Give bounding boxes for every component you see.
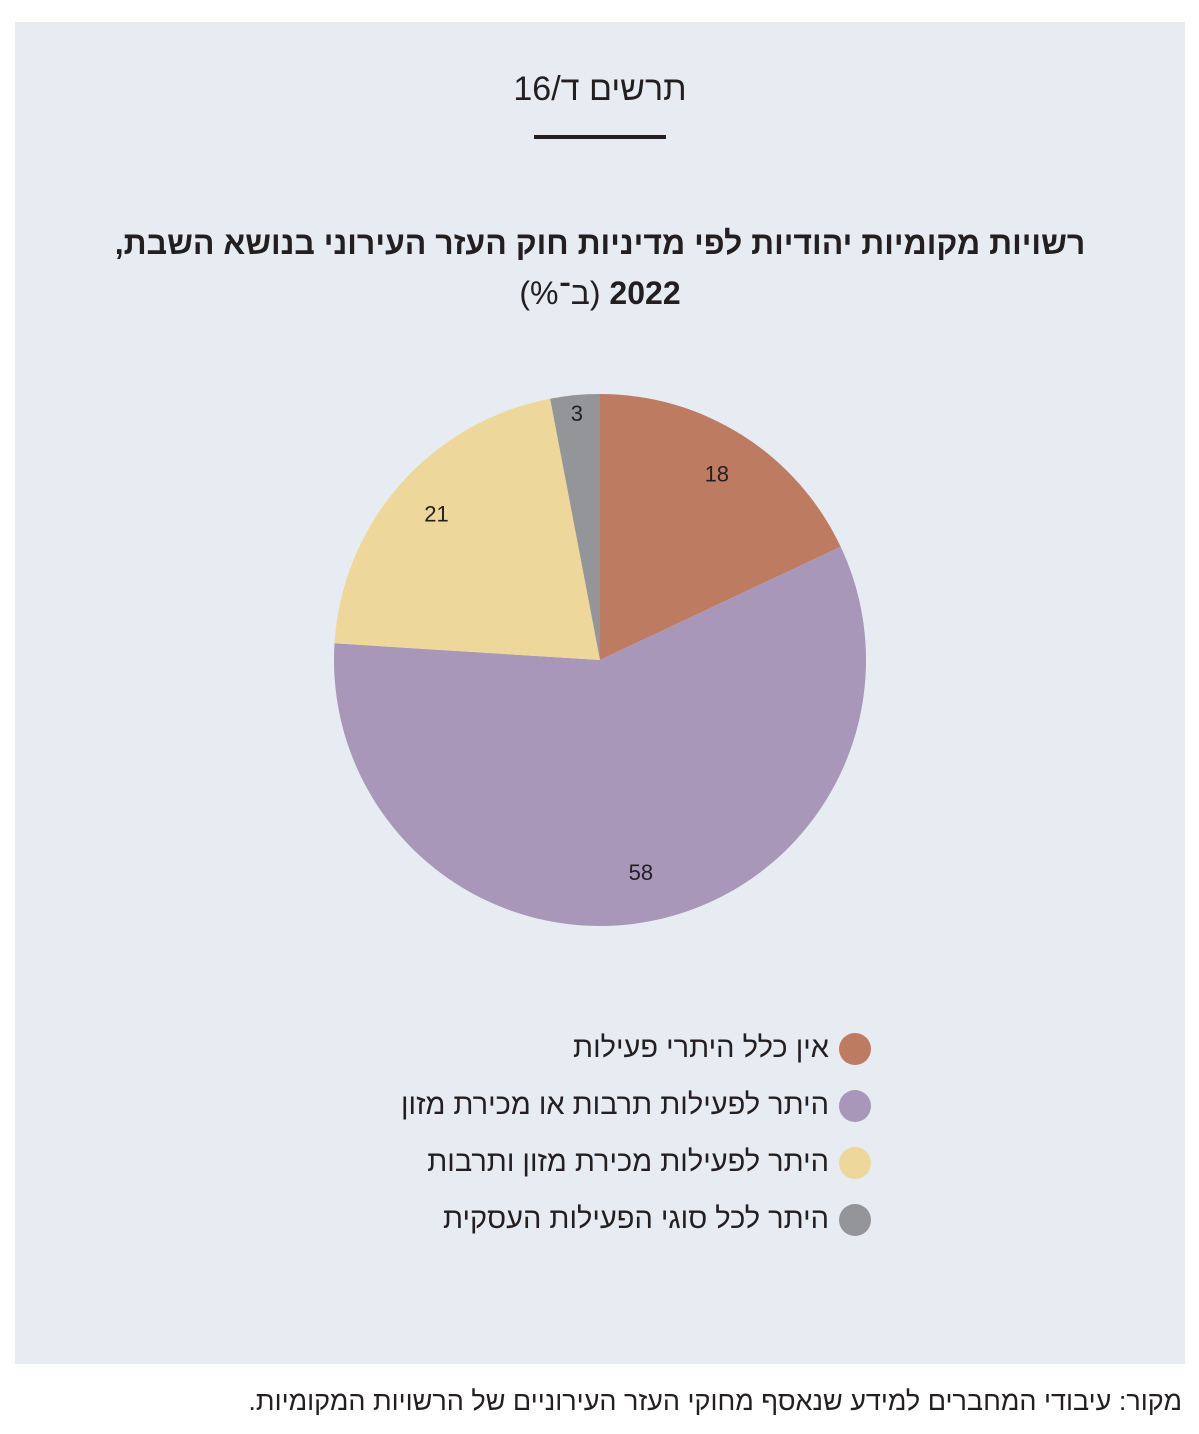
legend-swatch-0 [839, 1032, 871, 1065]
pie-slice-label-1: 58 [629, 860, 653, 885]
figure-label-divider [534, 135, 666, 139]
legend-label-3: היתר לכל סוגי הפעילות העסקית [442, 1203, 829, 1235]
pie-chart: 18 58 21 3 [333, 394, 867, 926]
pie-slice-label-0: 18 [705, 462, 729, 487]
chart-title-unit: (ב־%) [519, 275, 601, 311]
legend-label-2: היתר לפעילות מכירת מזון ותרבות [427, 1146, 829, 1178]
legend-swatch-3 [839, 1203, 871, 1236]
legend-swatch-2 [839, 1146, 871, 1179]
legend-item-3: היתר לכל סוגי הפעילות העסקית [401, 1191, 871, 1248]
legend-item-1: היתר לפעילות תרבות או מכירת מזון [401, 1077, 871, 1134]
chart-title-text: רשויות מקומיות יהודיות לפי מדיניות חוק ה… [114, 225, 1086, 311]
legend-item-0: אין כלל היתרי פעילות [401, 1020, 871, 1077]
figure-label: תרשים ד/16 [513, 70, 687, 108]
chart-legend: אין כלל היתרי פעילות היתר לפעילות תרבות א… [401, 1020, 871, 1248]
legend-item-2: היתר לפעילות מכירת מזון ותרבות [401, 1134, 871, 1191]
legend-swatch-1 [839, 1089, 871, 1122]
legend-label-1: היתר לפעילות תרבות או מכירת מזון [401, 1089, 829, 1121]
legend-label-0: אין כלל היתרי פעילות [573, 1032, 829, 1064]
pie-slice-3 [550, 394, 600, 660]
chart-title: רשויות מקומיות יהודיות לפי מדיניות חוק ה… [75, 218, 1125, 318]
pie-slice-0 [600, 394, 841, 660]
pie-slice-2 [334, 398, 600, 660]
pie-slice-label-3: 3 [571, 401, 583, 426]
pie-slice-1 [333, 546, 867, 926]
source-note: מקור: עיבודי המחברים למידע שנאסף מחוקי ה… [248, 1386, 1182, 1416]
pie-slice-label-2: 21 [424, 502, 448, 527]
